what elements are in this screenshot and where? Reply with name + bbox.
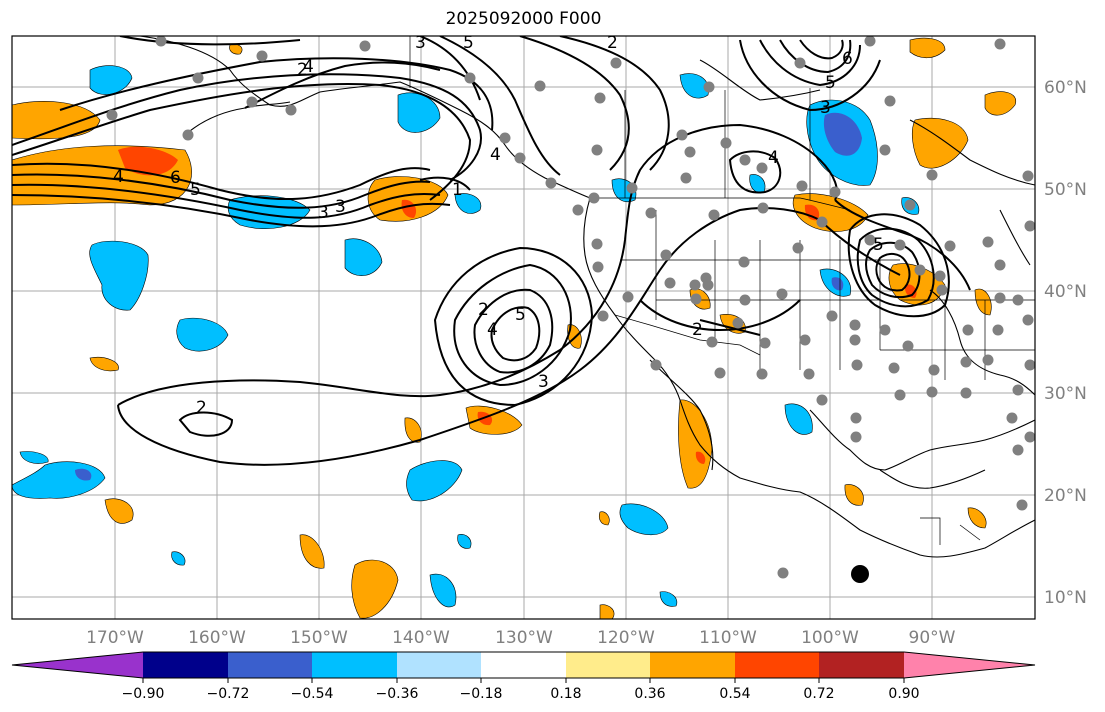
strong-positive-anomaly-fills [118,146,917,464]
colorbar: −0.90 −0.72 −0.54 −0.36 −0.18 0.18 0.36 … [11,651,1036,702]
svg-text:2: 2 [478,300,489,320]
colorbar-segment [143,652,228,678]
svg-text:5: 5 [463,33,474,53]
svg-text:6: 6 [842,49,853,69]
colorbar-segment [397,652,481,678]
colorbar-tick: −0.36 [376,686,419,702]
lat-label: 40°N [1044,282,1087,302]
lon-label: 90°W [909,628,956,648]
strong-negative-anomaly-fills [75,112,862,481]
lat-label: 60°N [1044,78,1087,98]
svg-text:2: 2 [196,398,207,418]
colorbar-tick: 0.36 [634,686,665,702]
svg-text:3: 3 [335,197,346,217]
colorbar-tick: −0.90 [122,686,165,702]
lon-label: 100°W [801,628,859,648]
lon-label: 140°W [392,628,450,648]
station-markers [106,36,1035,579]
svg-text:2: 2 [692,320,703,340]
lon-label: 160°W [188,628,246,648]
colorbar-tick: −0.18 [460,686,503,702]
svg-text:3: 3 [318,203,329,223]
colorbar-tick: −0.72 [207,686,250,702]
lat-label: 20°N [1044,486,1087,506]
lon-label: 110°W [699,628,757,648]
svg-text:2: 2 [297,60,308,80]
colorbar-segment [566,652,650,678]
svg-text:2: 2 [607,33,618,53]
svg-text:1: 1 [452,180,463,200]
svg-text:4: 4 [113,167,124,187]
height-contours [12,36,971,466]
lat-label: 30°N [1044,384,1087,404]
colorbar-tick: −0.54 [291,686,334,702]
lon-label: 150°W [290,628,348,648]
svg-text:4: 4 [490,145,501,165]
svg-text:3: 3 [820,98,831,118]
map-frame [11,35,1036,620]
colorbar-tick: 0.90 [888,686,919,702]
svg-text:4: 4 [303,57,314,77]
svg-text:6: 6 [170,168,181,188]
lat-label: 10°N [1044,588,1087,608]
svg-text:3: 3 [415,33,426,53]
colorbar-segment [904,652,1035,678]
svg-text:5: 5 [190,180,201,200]
svg-text:5: 5 [515,305,526,325]
svg-text:5: 5 [873,235,884,255]
lon-label: 120°W [597,628,655,648]
colorbar-segment [735,652,819,678]
svg-text:4: 4 [487,320,498,340]
contour-labels: 2 3 4 5 6 1 2 2 3 4 5 2 3 4 5 6 5 4 3 5 … [113,33,884,418]
coastlines [139,36,1035,558]
map-title: 2025092000 F000 [445,9,602,29]
colorbar-segment [481,652,566,678]
lon-label: 130°W [495,628,553,648]
colorbar-segment [312,652,397,678]
colorbar-segment [819,652,904,678]
center-marker [851,565,869,583]
svg-text:5: 5 [825,73,836,93]
svg-text:4: 4 [768,148,779,168]
colorbar-segment [12,652,143,678]
svg-text:3: 3 [538,372,549,392]
lat-label: 50°N [1044,180,1087,200]
colorbar-tick: 0.18 [550,686,581,702]
lon-label: 170°W [86,628,144,648]
colorbar-segment [650,652,735,678]
colorbar-tick: 0.72 [803,686,834,702]
colorbar-segment [228,652,312,678]
colorbar-tick: 0.54 [719,686,750,702]
latitude-labels: 60°N 50°N 40°N 30°N 20°N 10°N [1044,78,1087,608]
longitude-labels: 170°W 160°W 150°W 140°W 130°W 120°W 110°… [86,628,956,648]
